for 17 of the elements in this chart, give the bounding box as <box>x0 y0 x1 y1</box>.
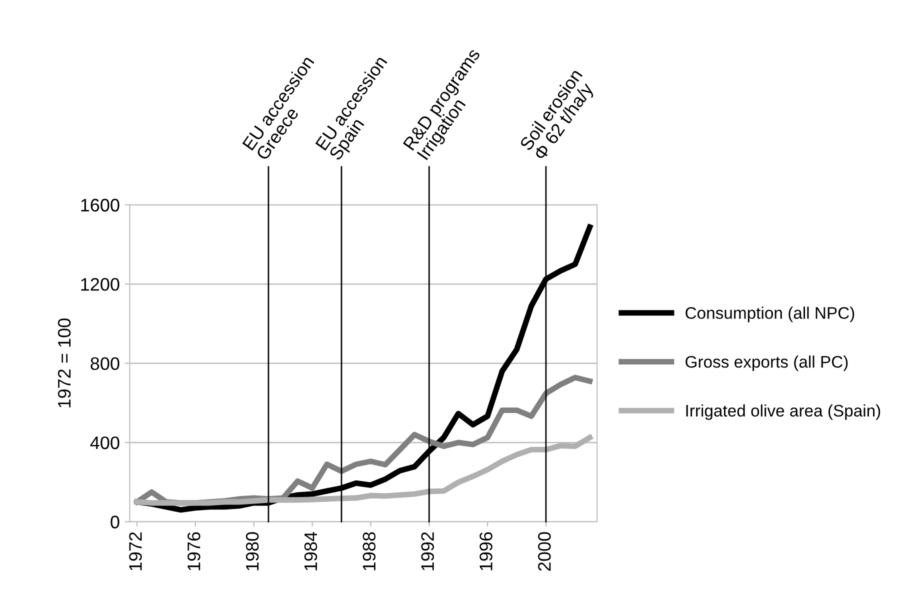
y-axis-title: 1972 = 100 <box>58 318 71 408</box>
x-tick-label: 1992 <box>421 532 434 570</box>
x-tick-label: 1996 <box>480 532 492 570</box>
x-tick-label: 1988 <box>362 532 376 570</box>
legend-label: Consumption (all NPC) <box>686 306 854 322</box>
y-tick-label: 1600 <box>81 198 120 212</box>
y-tick-label: 400 <box>90 436 120 450</box>
y-tick-label: 0 <box>110 516 120 528</box>
x-tick-label: 2000 <box>538 532 551 571</box>
x-tick-label: 1980 <box>246 532 259 570</box>
legend-label: Irrigated olive area (Spain) <box>686 404 880 420</box>
x-tick-label: 1972 <box>129 532 142 570</box>
legend-label: Gross exports (all PC) <box>686 356 848 372</box>
y-tick-label: 1200 <box>81 278 120 291</box>
y-tick-label: 800 <box>90 357 120 370</box>
x-tick-label: 1976 <box>188 532 200 570</box>
x-tick-label: 1984 <box>304 532 318 570</box>
